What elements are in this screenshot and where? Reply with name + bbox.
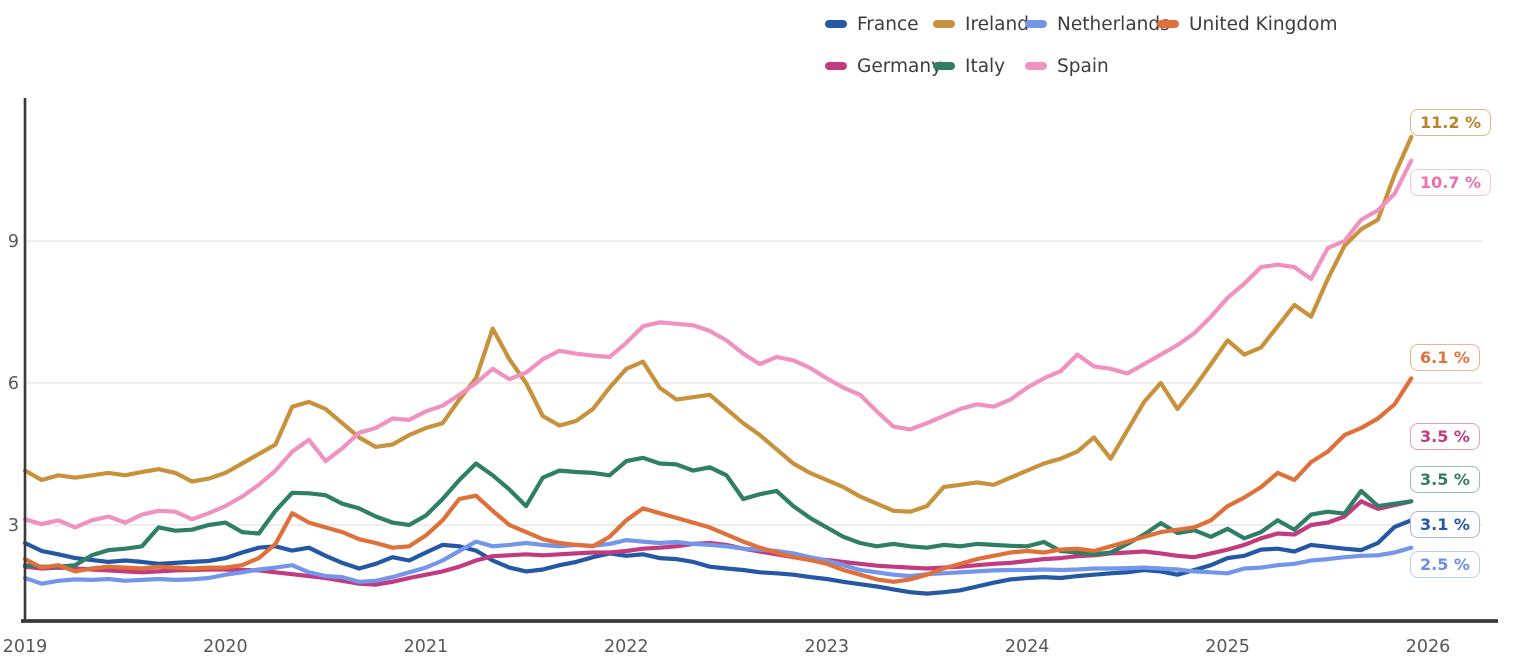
gridlines [27,240,1482,526]
x-tick-2023: 2023 [804,637,849,657]
x-tick-2022: 2022 [604,637,649,657]
series-line-france [22,518,1414,596]
legend-label: United Kingdom [1189,13,1338,35]
legend-item-netherlands[interactable]: Netherlands [1025,10,1170,38]
legend-swatch-netherlands [1025,20,1047,28]
legend-swatch-united-kingdom [1157,20,1179,28]
legend-label: Spain [1057,55,1109,77]
series-line-ireland [22,134,1414,514]
legend-swatch-spain [1025,62,1047,70]
legend-label: Netherlands [1057,13,1170,35]
x-tick-2024: 2024 [1005,637,1050,657]
legend-item-germany[interactable]: Germany [825,52,942,80]
x-tick-labels: 2019 2020 2021 2022 2023 2024 2025 2026 [3,637,1451,657]
legend-label: Germany [857,55,943,77]
legend-swatch-germany [825,62,847,70]
x-tick-2021: 2021 [404,637,449,657]
x-tick-2020: 2020 [203,637,248,657]
y-tick-labels: 3 6 9 [8,232,19,536]
legend-item-united-kingdom[interactable]: United Kingdom [1157,10,1338,38]
legend-swatch-france [825,20,847,28]
series-line-netherlands [22,538,1414,586]
y-tick-9: 9 [8,232,19,252]
x-tick-2019: 2019 [3,637,48,657]
y-tick-6: 6 [8,374,19,394]
y-tick-3: 3 [8,516,19,536]
legend-swatch-ireland [933,20,955,28]
legend-label: France [857,13,919,35]
x-tick-2025: 2025 [1205,637,1250,657]
legend-label: Italy [965,55,1006,77]
series-lines [22,134,1414,596]
series-line-spain [22,158,1414,530]
legend-item-italy[interactable]: Italy [933,52,1005,80]
axes [21,98,1498,623]
legend-item-ireland[interactable]: Ireland [933,10,1029,38]
legend-label: Ireland [965,13,1029,35]
legend: France Ireland Netherlands United Kingdom Ge… [825,10,1485,96]
series-line-united-kingdom [22,376,1414,584]
series-line-italy [22,455,1414,569]
legend-item-france[interactable]: France [825,10,919,38]
x-tick-2026: 2026 [1406,637,1451,657]
legend-swatch-italy [933,62,955,70]
legend-item-spain[interactable]: Spain [1025,52,1109,80]
